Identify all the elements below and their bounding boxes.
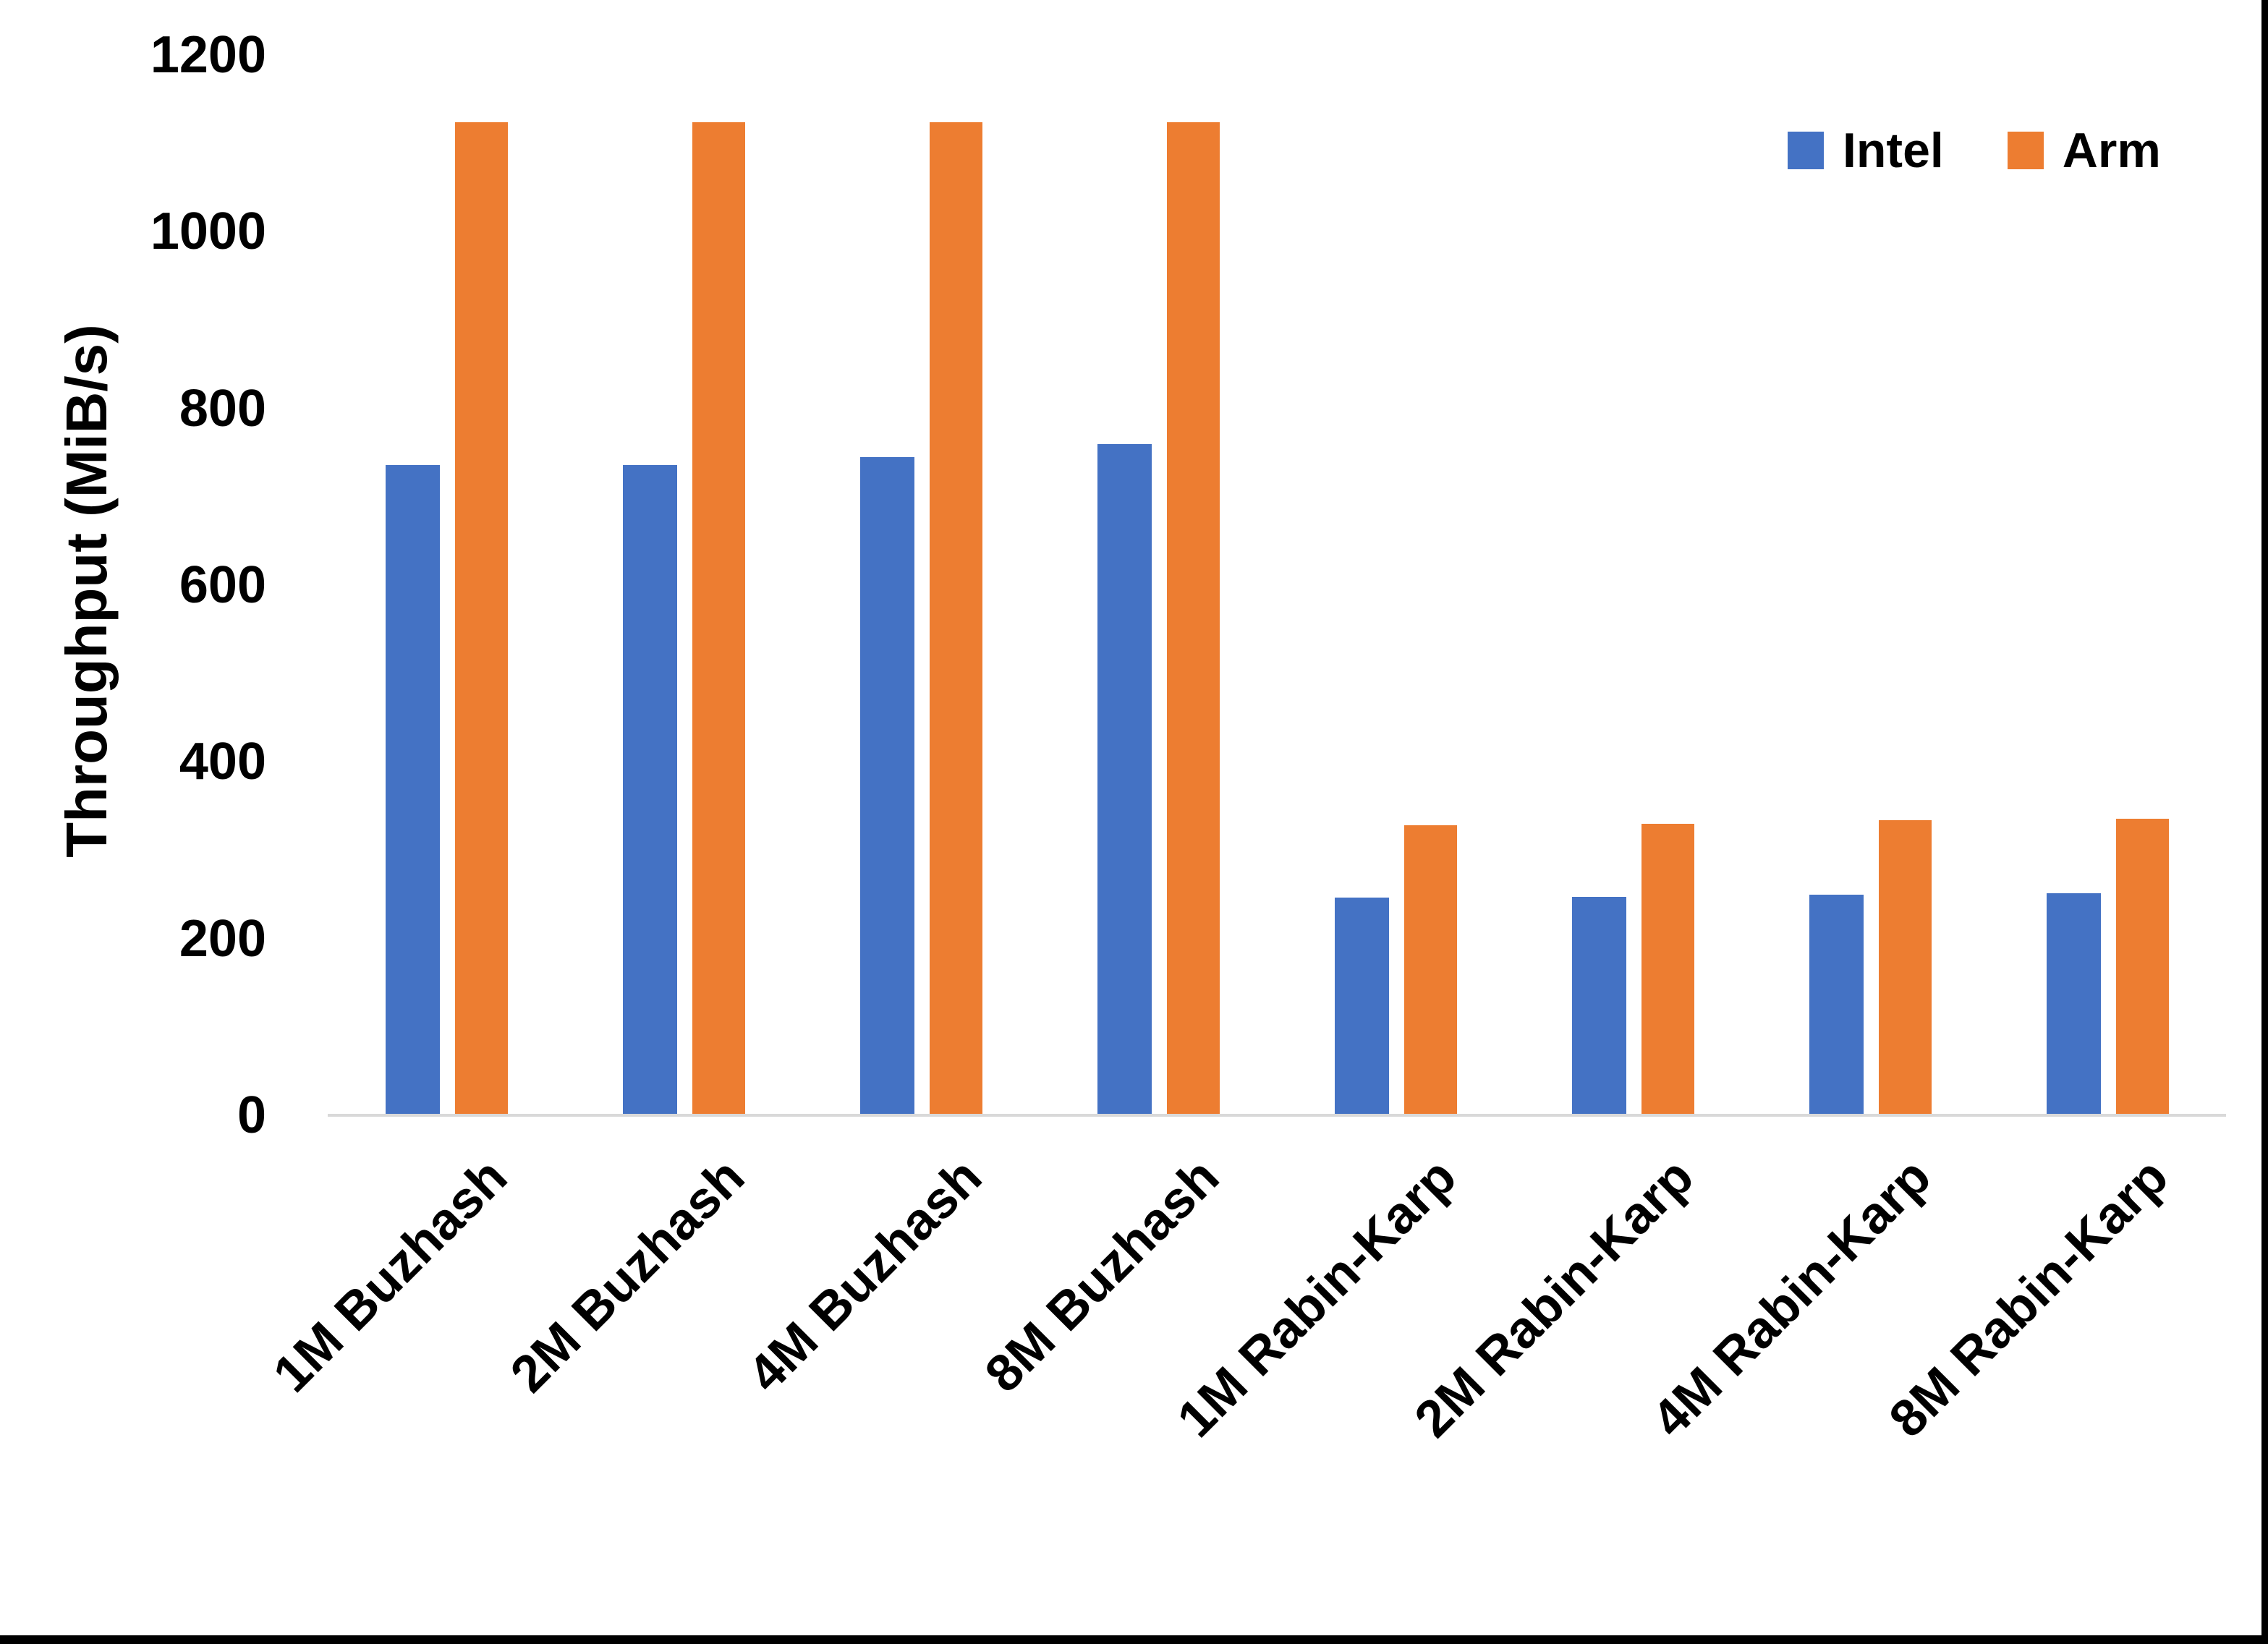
bar-arm-4	[1167, 122, 1220, 1115]
window-bottom-border	[0, 1635, 2268, 1644]
y-tick-label: 600	[179, 556, 266, 614]
bar-arm-5	[1404, 825, 1457, 1115]
window-right-border	[2261, 0, 2268, 1644]
y-tick-label: 400	[179, 733, 266, 791]
x-axis-label: 8M Buzhash	[974, 1147, 1231, 1404]
bar-arm-7	[1879, 819, 1932, 1115]
y-tick-label: 0	[237, 1086, 266, 1144]
bar-arm-2	[692, 122, 745, 1115]
plot-area	[328, 55, 2226, 1115]
bar-intel-2	[623, 464, 677, 1115]
x-axis-label: 4M Buzhash	[736, 1147, 993, 1404]
legend-item-arm: Arm	[2007, 123, 2161, 178]
x-axis-label: 2M Buzhash	[499, 1147, 756, 1404]
bar-intel-3	[860, 456, 914, 1115]
bar-intel-8	[2047, 893, 2101, 1115]
legend-label: Intel	[1843, 123, 1944, 178]
bar-arm-3	[930, 122, 982, 1115]
y-tick-label: 200	[179, 909, 266, 968]
x-axis-line	[328, 1114, 2226, 1117]
y-tick-label: 1000	[150, 203, 266, 261]
y-tick-label: 1200	[150, 26, 266, 84]
bar-intel-1	[386, 464, 440, 1115]
bar-intel-6	[1572, 897, 1626, 1115]
legend-swatch-arm	[2007, 132, 2044, 169]
bar-arm-8	[2116, 818, 2169, 1115]
bar-intel-5	[1335, 898, 1389, 1115]
legend-label: Arm	[2062, 123, 2161, 178]
legend: Intel Arm	[1788, 126, 2161, 175]
bar-arm-6	[1641, 823, 1694, 1115]
bar-arm-1	[455, 122, 508, 1115]
y-tick-label: 800	[179, 379, 266, 438]
x-axis-label: 1M Buzhash	[262, 1147, 519, 1404]
bar-intel-7	[1809, 894, 1864, 1115]
legend-swatch-intel	[1788, 132, 1824, 169]
legend-item-intel: Intel	[1788, 126, 1944, 175]
bar-intel-4	[1097, 443, 1152, 1115]
